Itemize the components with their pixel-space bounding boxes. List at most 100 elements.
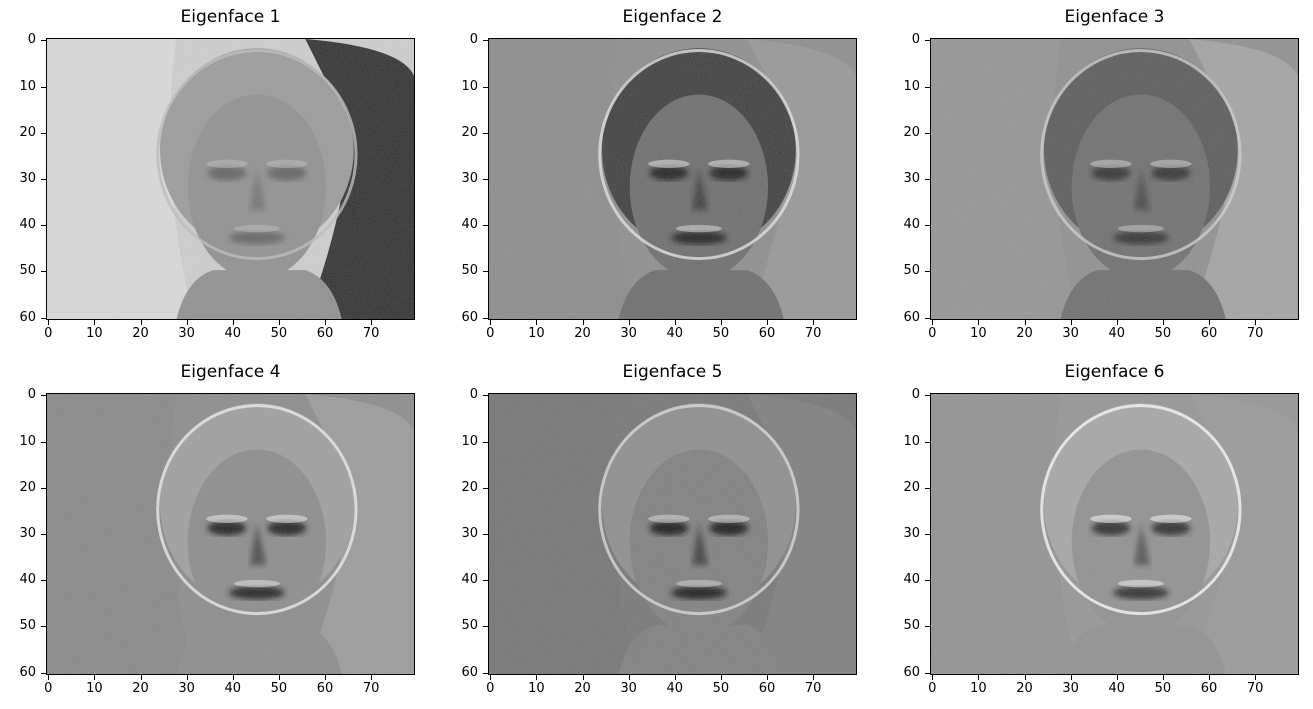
y-tick-mark: [925, 271, 930, 273]
y-tick-mark: [925, 626, 930, 628]
x-tick-mark: [140, 320, 142, 325]
y-tick-mark: [483, 626, 488, 628]
y-tick-mark: [41, 487, 46, 489]
x-tick-mark: [278, 320, 280, 325]
eigenface-image: [488, 393, 857, 675]
y-tick-label: 10: [461, 78, 478, 94]
y-tick-mark: [925, 40, 930, 42]
eigenface-image: [46, 393, 415, 675]
y-tick-label: 10: [903, 433, 920, 449]
y-tick-mark: [41, 672, 46, 674]
x-tick-mark: [1209, 675, 1211, 680]
y-tick-mark: [483, 132, 488, 134]
x-tick-label: 0: [928, 326, 937, 341]
x-tick-mark: [186, 675, 188, 680]
y-tick-label: 60: [19, 664, 36, 680]
y-tick-mark: [483, 271, 488, 273]
y-tick-label: 30: [19, 171, 36, 186]
y-tick-label: 0: [27, 387, 36, 403]
y-tick-label: 40: [461, 217, 478, 233]
y-tick-label: 10: [461, 433, 478, 449]
y-tick-label: 60: [461, 309, 478, 325]
x-tick-mark: [232, 320, 234, 325]
x-tick-label: 70: [1246, 326, 1264, 341]
eigenface-image: [46, 38, 415, 320]
x-tick-label: 60: [316, 681, 334, 696]
y-tick-mark: [41, 40, 46, 42]
y-tick-label: 40: [903, 572, 920, 588]
y-tick-mark: [41, 317, 46, 319]
eigenface-canvas: [47, 39, 414, 319]
y-tick-mark: [41, 225, 46, 227]
x-tick-mark: [94, 675, 96, 680]
x-tick-mark: [813, 320, 815, 325]
y-tick-label: 20: [19, 124, 36, 140]
eigenface-image: [930, 393, 1299, 675]
y-tick-label: 60: [903, 309, 920, 325]
eigenface-image: [930, 38, 1299, 320]
y-tick-label: 0: [469, 32, 478, 48]
y-tick-mark: [41, 534, 46, 535]
x-tick-mark: [1162, 320, 1164, 325]
grain: [47, 39, 414, 319]
x-tick-label: 40: [1108, 681, 1126, 696]
panel-title: Eigenface 6: [1064, 362, 1165, 382]
x-tick-label: 60: [758, 326, 776, 341]
x-tick-mark: [720, 675, 722, 680]
x-tick-label: 60: [1200, 681, 1218, 696]
x-tick-mark: [186, 320, 188, 325]
x-tick-mark: [1255, 675, 1257, 680]
y-tick-label: 30: [461, 171, 478, 186]
eigenface-panel: Eigenface 4 0 10 20 30 40 50 60 0 10 20 30 40 50 60 70: [0, 355, 442, 705]
x-tick-mark: [48, 675, 50, 680]
y-tick-label: 10: [903, 78, 920, 94]
x-tick-label: 40: [666, 326, 684, 341]
x-tick-mark: [490, 675, 492, 680]
x-tick-label: 10: [970, 681, 987, 696]
y-tick-mark: [483, 40, 488, 42]
x-tick-label: 20: [574, 326, 591, 341]
x-tick-label: 70: [804, 326, 822, 341]
x-tick-mark: [1116, 675, 1118, 680]
eigenface-panel: Eigenface 5 0 10 20 30 40 50 60 0 10 20 30 40 50 60 70: [442, 355, 884, 705]
x-tick-label: 10: [86, 326, 103, 341]
x-tick-mark: [1209, 320, 1211, 325]
x-tick-mark: [582, 675, 584, 680]
y-tick-label: 60: [19, 309, 36, 325]
eigenface-panel: Eigenface 1 0 10 20 30 40 50 60 0 10 20 30 40 50 60 70: [0, 0, 442, 350]
eigenface-canvas: [489, 39, 856, 319]
y-tick-label: 0: [911, 32, 920, 48]
y-tick-mark: [483, 441, 488, 443]
x-tick-label: 40: [224, 326, 242, 341]
y-tick-mark: [41, 626, 46, 628]
x-tick-label: 30: [178, 326, 195, 341]
x-tick-label: 50: [1154, 326, 1172, 341]
x-tick-label: 30: [1062, 326, 1079, 341]
x-tick-mark: [94, 320, 96, 325]
x-tick-label: 50: [270, 326, 288, 341]
x-tick-label: 30: [620, 681, 637, 696]
x-tick-mark: [932, 320, 934, 325]
y-tick-label: 50: [461, 263, 478, 279]
x-tick-label: 0: [486, 681, 495, 696]
x-tick-label: 50: [1154, 681, 1172, 696]
x-tick-mark: [1116, 320, 1118, 325]
x-tick-mark: [48, 320, 50, 325]
x-tick-mark: [536, 675, 538, 680]
y-tick-label: 40: [19, 217, 36, 233]
y-tick-mark: [41, 86, 46, 88]
x-tick-label: 20: [1016, 326, 1033, 341]
x-tick-mark: [628, 675, 630, 680]
y-tick-mark: [925, 395, 930, 397]
eigenface-canvas: [931, 394, 1298, 674]
x-tick-mark: [325, 320, 327, 325]
x-tick-mark: [767, 320, 769, 325]
x-tick-mark: [813, 675, 815, 680]
x-tick-label: 70: [804, 681, 822, 696]
x-tick-label: 70: [362, 326, 380, 341]
y-tick-label: 50: [903, 263, 920, 279]
x-tick-label: 0: [44, 326, 53, 341]
y-tick-label: 0: [27, 32, 36, 48]
x-tick-mark: [1070, 675, 1072, 680]
x-tick-mark: [371, 320, 373, 325]
